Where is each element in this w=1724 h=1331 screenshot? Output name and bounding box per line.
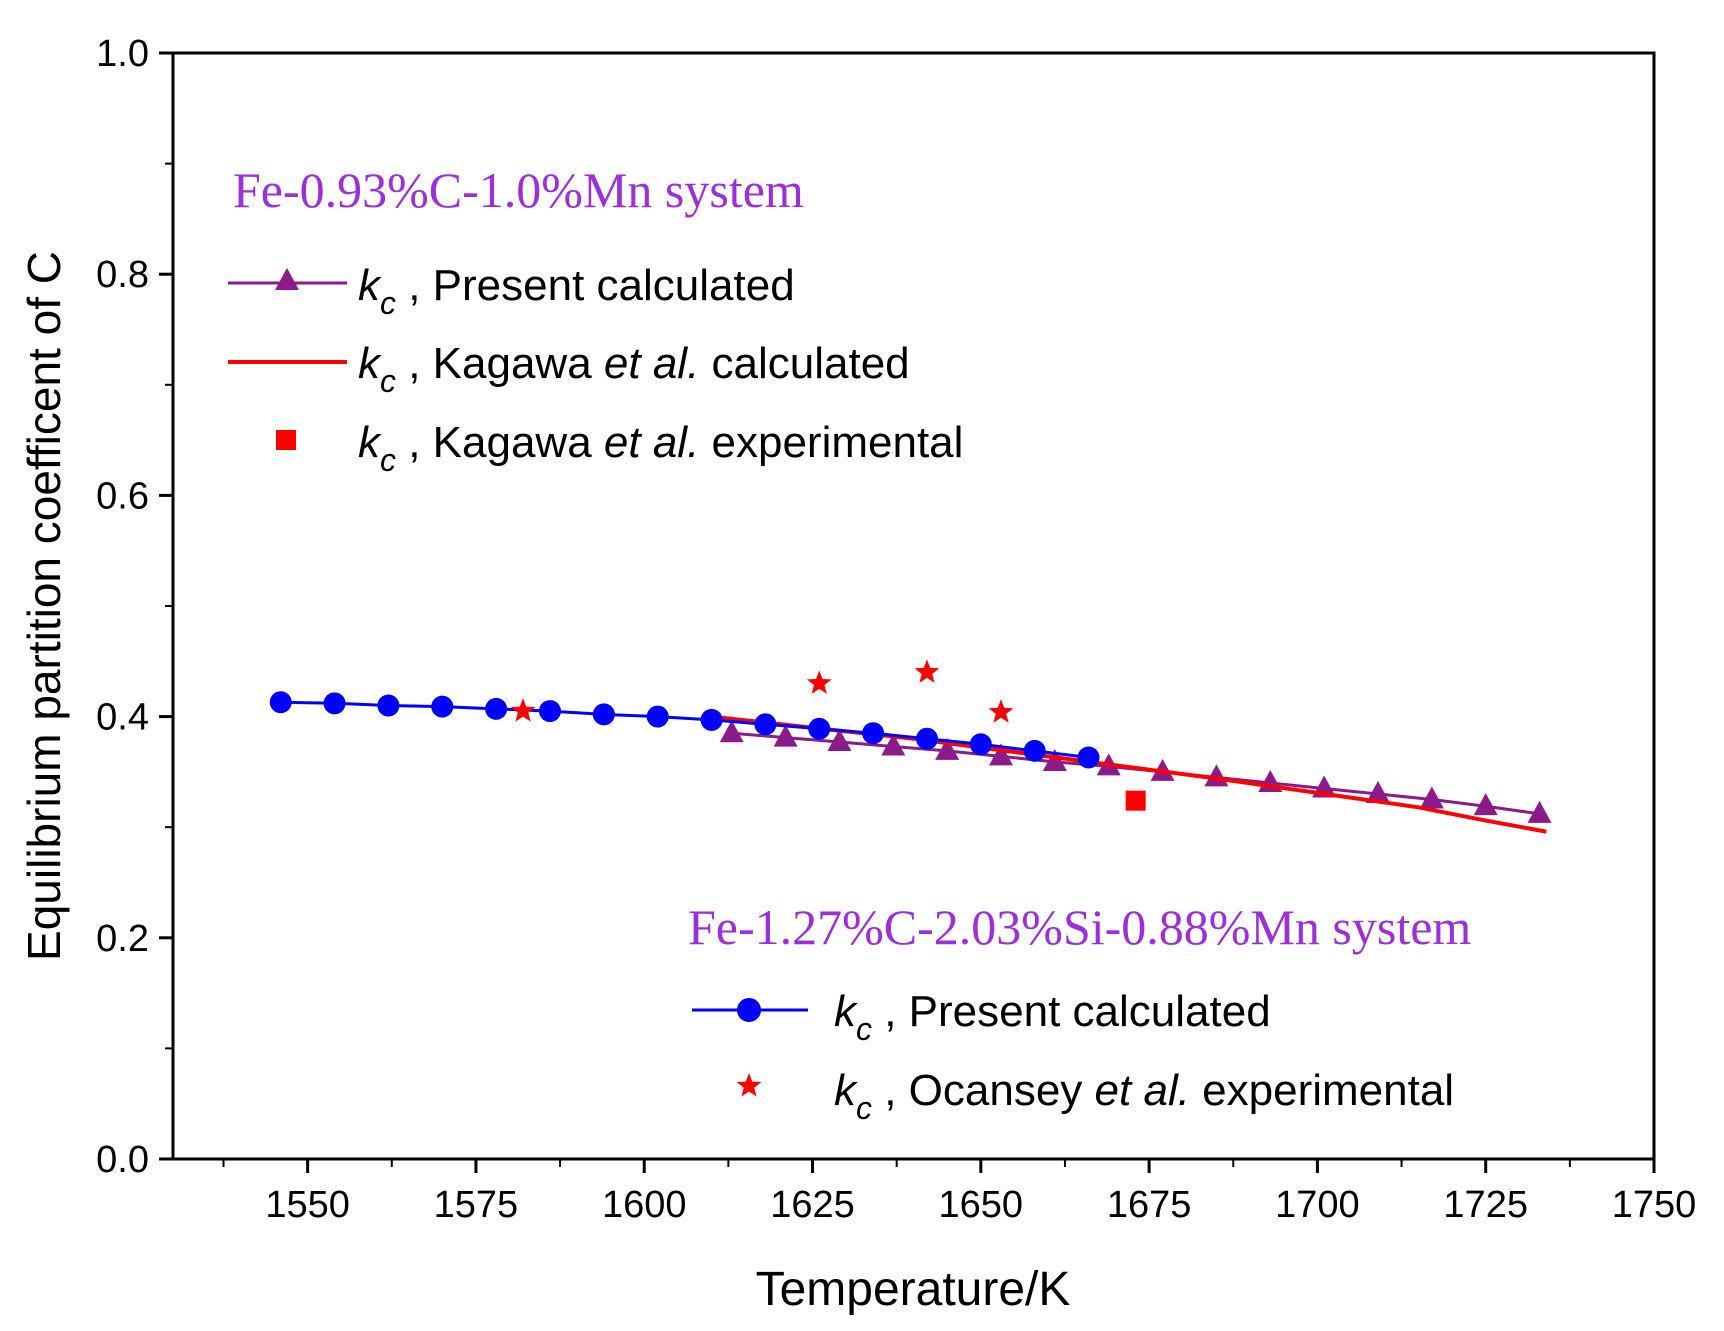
data-point-star: [510, 698, 536, 722]
legend-top-title: Fe-0.93%C-1.0%Mn system: [233, 162, 804, 218]
data-point-triangle: [1419, 786, 1444, 809]
legend-bottom-entry-2-text: kc , Ocansey et al. experimental: [834, 1066, 1454, 1126]
legend-top-entry-2-italic: et al.: [604, 339, 699, 388]
data-point-triangle: [1473, 793, 1498, 816]
series-3-line: [280, 700, 1089, 759]
legend-top-entry-3-before: , Kagawa: [396, 418, 604, 467]
data-point-star: [806, 670, 832, 694]
legend-bottom-title: Fe-1.27%C-2.03%Si-0.88%Mn system: [688, 899, 1471, 955]
data-point-triangle: [1527, 800, 1552, 823]
legend-top-entry-3: kc , Kagawa et al. experimental: [276, 418, 963, 478]
legend-top-entry-1-label: , Present calculated: [396, 261, 795, 310]
data-point-triangle: [935, 737, 960, 760]
legend-bottom-entry-2-italic: et al.: [1095, 1066, 1190, 1115]
legend-top-entry-2-before: , Kagawa: [396, 339, 604, 388]
data-point-triangle: [827, 729, 852, 752]
data-point-circle: [377, 694, 400, 717]
x-tick-label: 1650: [939, 1184, 1024, 1226]
data-point-triangle: [1042, 748, 1067, 771]
series-3: [269, 691, 1100, 769]
data-point-circle: [808, 717, 831, 740]
data-point-star: [988, 699, 1014, 723]
x-tick-label: 1700: [1275, 1184, 1360, 1226]
data-point-star: [914, 659, 940, 683]
legend-top-entry-3-text: kc , Kagawa et al. experimental: [358, 418, 963, 478]
x-tick-label: 1750: [1612, 1184, 1697, 1226]
y-axis-label: Equilibrium partition coefficent of C: [18, 251, 70, 961]
legend-top-entry-2-after: calculated: [699, 339, 909, 388]
x-tick-label: 1675: [1107, 1184, 1192, 1226]
legend-bottom-entry-2-before: , Ocansey: [872, 1066, 1095, 1115]
x-tick-label: 1625: [770, 1184, 855, 1226]
data-point-triangle: [881, 733, 906, 756]
legend-top-entry-2: kc , Kagawa et al. calculated: [228, 339, 910, 399]
series-2: [1125, 790, 1146, 811]
legend-bottom-entry-1-sub: c: [856, 1011, 872, 1047]
legend-bottom-entry-1-k: k: [834, 987, 858, 1036]
legend-top-entry-2-k: k: [358, 339, 382, 388]
axis-ticks: 1550 1575 1600 1625 1650 1675 1700 1725 1750 0.0 0…: [96, 33, 1696, 1226]
data-point-circle: [1077, 746, 1100, 769]
data-point-circle: [969, 733, 992, 756]
x-tick-label: 1600: [602, 1184, 687, 1226]
data-point-circle: [646, 705, 669, 728]
legend-bottom: Fe-1.27%C-2.03%Si-0.88%Mn system kc , Pr…: [688, 899, 1471, 1126]
x-tick-label: 1575: [434, 1184, 519, 1226]
legend-top-entry-3-italic: et al.: [604, 418, 699, 467]
legend-bottom-entry-1: kc , Present calculated: [692, 987, 1271, 1047]
data-point-triangle: [1365, 781, 1390, 804]
data-point-triangle: [773, 724, 798, 747]
legend-top-entry-3-k: k: [358, 418, 382, 467]
series-1-line: [711, 714, 1547, 834]
legend-top-entry-2-sub: c: [380, 363, 396, 399]
data-point-triangle: [719, 720, 744, 743]
data-point-circle: [915, 727, 938, 750]
legend-top-entry-1-marker: [275, 268, 299, 290]
legend-bottom-entry-2: kc , Ocansey et al. experimental: [736, 1066, 1454, 1126]
data-point-circle: [269, 691, 292, 714]
y-tick-label: 0.6: [96, 475, 149, 517]
series-layer: [269, 659, 1552, 834]
legend-top-entry-3-sub: c: [380, 442, 396, 478]
series-1: [711, 714, 1547, 834]
legend-bottom-entry-2-after: experimental: [1190, 1066, 1454, 1115]
data-point-circle: [754, 713, 777, 736]
x-axis-label: Temperature/K: [756, 1263, 1071, 1316]
data-point-circle: [485, 697, 508, 720]
data-point-circle: [431, 695, 454, 718]
legend-top-entry-3-marker: [276, 430, 296, 450]
legend-bottom-entry-2-k: k: [834, 1066, 858, 1115]
legend-bottom-entry-1-marker: [737, 998, 761, 1022]
legend-top-entry-1-k: k: [358, 261, 382, 310]
y-tick-label: 1.0: [96, 33, 149, 75]
x-tick-label: 1550: [265, 1184, 350, 1226]
legend-bottom-entry-1-text: kc , Present calculated: [834, 987, 1271, 1047]
legend-bottom-entry-1-label: , Present calculated: [872, 987, 1271, 1036]
legend-top: Fe-0.93%C-1.0%Mn system kc , Present cal…: [228, 162, 963, 478]
data-point-circle: [1023, 739, 1046, 762]
data-point-circle: [862, 722, 885, 745]
data-point-circle: [538, 700, 561, 723]
data-point-triangle: [989, 743, 1014, 766]
data-point-square: [1125, 790, 1146, 811]
legend-top-entry-2-text: kc , Kagawa et al. calculated: [358, 339, 910, 399]
data-point-circle: [592, 703, 615, 726]
series-4: [510, 659, 1014, 723]
y-tick-label: 0.2: [96, 918, 149, 960]
x-tick-label: 1725: [1443, 1184, 1528, 1226]
data-point-circle: [700, 708, 723, 731]
legend-bottom-entry-2-marker: [736, 1073, 762, 1097]
legend-top-entry-1-sub: c: [380, 285, 396, 321]
y-tick-label: 0.4: [96, 697, 149, 739]
legend-top-entry-3-after: experimental: [699, 418, 963, 467]
legend-top-entry-1: kc , Present calculated: [228, 261, 795, 321]
legend-top-entry-1-text: kc , Present calculated: [358, 261, 795, 321]
legend-bottom-entry-2-sub: c: [856, 1090, 872, 1126]
y-tick-label: 0.0: [96, 1139, 149, 1181]
data-point-circle: [323, 692, 346, 715]
y-tick-label: 0.8: [96, 254, 149, 296]
